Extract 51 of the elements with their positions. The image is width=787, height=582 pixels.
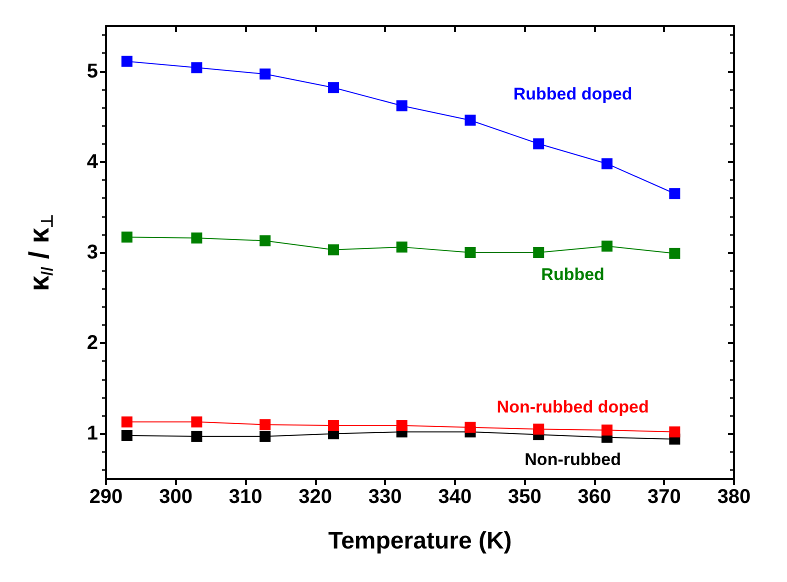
x-tick-label: 300 [159,486,192,508]
x-tick-label: 340 [438,486,472,508]
y-tick-label: 4 [86,150,99,173]
point [260,68,271,80]
y-tick-label: 1 [86,422,98,445]
series-label: Non-rubbed doped [496,398,649,417]
point [533,138,544,150]
x-tick-label: 320 [298,486,332,508]
point [121,416,132,428]
point [260,235,271,246]
y-tick-label: 5 [86,60,98,82]
point [328,420,339,432]
x-tick-label: 290 [89,486,123,508]
point [260,419,271,430]
point [602,240,613,252]
point [121,232,132,243]
y-tick-label: 2 [86,332,98,354]
series-label: Rubbed [541,265,604,284]
x-tick-label: 350 [508,486,542,508]
x-axis-title: Temperature (K) [328,528,512,554]
point [121,430,132,442]
point [669,248,680,259]
point [464,247,476,258]
x-tick-label: 310 [228,486,262,508]
y-tick-label: 3 [86,242,98,264]
point [328,244,339,256]
point [328,82,339,94]
series-label: Non-rubbed [524,450,621,469]
point [396,242,408,253]
point [464,114,476,126]
point [602,424,613,436]
point [533,247,544,258]
point [669,426,680,438]
point [396,420,408,432]
point [121,56,132,67]
point [533,424,544,435]
series-label: Rubbed doped [513,84,632,104]
y-axis-title: κ// / κ⊥ [24,214,56,292]
x-tick-label: 330 [368,486,402,508]
x-tick-label: 380 [717,486,751,508]
point [602,158,613,170]
x-tick-label: 370 [648,486,681,508]
point [396,100,408,112]
point [191,416,202,428]
point [464,422,476,433]
point [260,430,271,442]
x-tick-label: 360 [578,486,612,508]
point [191,430,202,442]
point [669,188,680,200]
point [191,232,202,244]
point [191,62,202,74]
